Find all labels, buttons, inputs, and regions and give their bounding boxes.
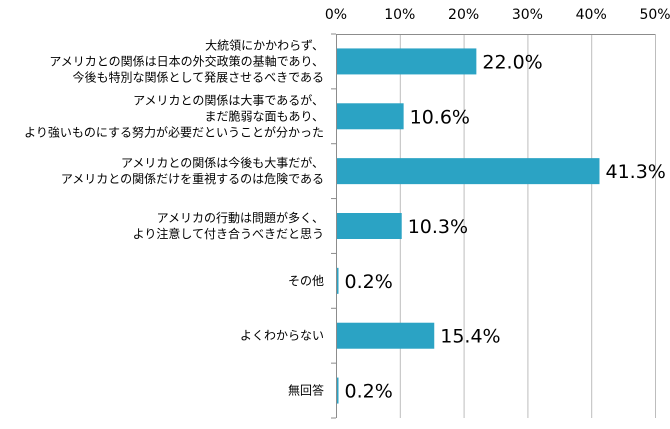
- axes: [331, 33, 655, 419]
- data-label: 0.2%: [345, 271, 393, 293]
- category-label: アメリカとの関係だけを重視するのは危険である: [61, 171, 324, 186]
- grid-lines: [399, 34, 656, 418]
- bar: [337, 213, 402, 239]
- category-label: よくわからない: [240, 329, 324, 343]
- x-tick-label: 40%: [576, 7, 607, 23]
- category-label: アメリカとの関係は日本の外交政策の基軸であり、: [49, 53, 324, 68]
- category-label: 今後も特別な関係として発展させるべきである: [72, 69, 324, 84]
- category-label: より注意して付き合うべきだと思う: [133, 226, 324, 241]
- value-labels: 22.0% 10.6% 41.3% 10.3% 0.2% 15.4% 0.2%: [345, 51, 666, 402]
- category-label: その他: [288, 274, 324, 288]
- bar: [337, 158, 600, 185]
- category-label: より強いものにする努力が必要だということが分かった: [24, 124, 324, 139]
- data-label: 41.3%: [605, 161, 665, 183]
- x-tick-label: 0%: [325, 7, 347, 23]
- data-label: 0.2%: [345, 381, 393, 403]
- bar: [337, 103, 404, 130]
- category-label: アメリカとの関係は今後も大事だが、: [121, 155, 324, 170]
- bar: [337, 322, 435, 349]
- data-label: 22.0%: [482, 51, 542, 73]
- data-label: 10.3%: [408, 216, 468, 238]
- data-label: 15.4%: [440, 326, 500, 348]
- x-tick-label: 20%: [448, 7, 479, 23]
- bar: [337, 377, 339, 404]
- bar: [337, 267, 339, 294]
- x-axis-ticks: 0% 10% 20% 30% 40% 50%: [325, 7, 670, 23]
- x-tick-label: 10%: [384, 7, 415, 23]
- category-label: 大統領にかかわらず、: [205, 37, 324, 52]
- category-label: アメリカの行動は問題が多く、: [157, 210, 324, 225]
- category-label: 無回答: [288, 383, 324, 398]
- category-labels: 大統領にかかわらず、アメリカとの関係は日本の外交政策の基軸であり、今後も特別な関…: [24, 37, 324, 397]
- category-label: アメリカとの関係は大事であるが、: [133, 92, 324, 107]
- x-tick-label: 50%: [639, 7, 670, 23]
- x-tick-label: 30%: [512, 7, 543, 23]
- data-label: 10.6%: [410, 106, 470, 128]
- category-label: まだ脆弱な面もあり、: [204, 108, 324, 123]
- bars: [337, 48, 600, 404]
- bar: [337, 48, 477, 75]
